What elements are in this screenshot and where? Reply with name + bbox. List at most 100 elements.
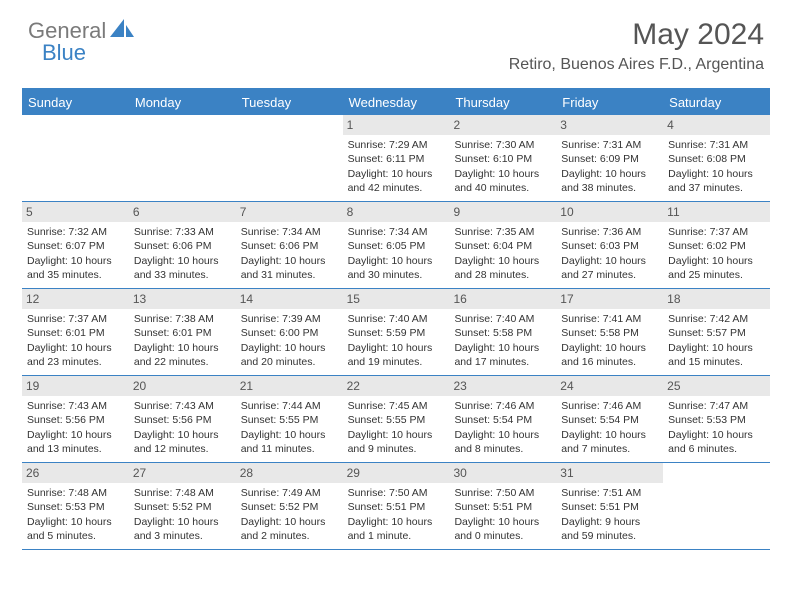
info-line-sunrise: Sunrise: 7:48 AM bbox=[27, 486, 124, 500]
weekday-header-row: SundayMondayTuesdayWednesdayThursdayFrid… bbox=[22, 90, 770, 115]
info-line-sunrise: Sunrise: 7:46 AM bbox=[454, 399, 551, 413]
info-line-sunset: Sunset: 6:10 PM bbox=[454, 152, 551, 166]
month-title: May 2024 bbox=[509, 18, 764, 52]
info-line-day2: and 25 minutes. bbox=[668, 268, 765, 282]
info-line-day1: Daylight: 10 hours bbox=[27, 254, 124, 268]
info-line-sunrise: Sunrise: 7:44 AM bbox=[241, 399, 338, 413]
day-number: 2 bbox=[449, 115, 556, 135]
info-line-sunrise: Sunrise: 7:34 AM bbox=[348, 225, 445, 239]
info-line-day1: Daylight: 10 hours bbox=[668, 167, 765, 181]
info-line-day1: Daylight: 10 hours bbox=[561, 167, 658, 181]
info-line-day1: Daylight: 10 hours bbox=[348, 254, 445, 268]
brand-logo: General Blue bbox=[28, 18, 138, 44]
info-line-sunset: Sunset: 5:53 PM bbox=[27, 500, 124, 514]
info-line-day1: Daylight: 10 hours bbox=[27, 428, 124, 442]
info-line-sunset: Sunset: 6:01 PM bbox=[134, 326, 231, 340]
weekday-header: Sunday bbox=[22, 90, 129, 115]
info-line-sunset: Sunset: 5:52 PM bbox=[134, 500, 231, 514]
info-line-sunrise: Sunrise: 7:41 AM bbox=[561, 312, 658, 326]
info-line-sunrise: Sunrise: 7:38 AM bbox=[134, 312, 231, 326]
day-number: 14 bbox=[236, 289, 343, 309]
info-line-sunrise: Sunrise: 7:46 AM bbox=[561, 399, 658, 413]
info-line-day2: and 42 minutes. bbox=[348, 181, 445, 195]
info-line-day1: Daylight: 10 hours bbox=[454, 254, 551, 268]
info-line-sunset: Sunset: 5:51 PM bbox=[561, 500, 658, 514]
info-line-sunset: Sunset: 6:03 PM bbox=[561, 239, 658, 253]
calendar-day-cell: 13Sunrise: 7:38 AMSunset: 6:01 PMDayligh… bbox=[129, 289, 236, 375]
weekday-header: Monday bbox=[129, 90, 236, 115]
location-text: Retiro, Buenos Aires F.D., Argentina bbox=[509, 56, 764, 74]
info-line-sunset: Sunset: 6:09 PM bbox=[561, 152, 658, 166]
info-line-sunrise: Sunrise: 7:32 AM bbox=[27, 225, 124, 239]
day-info: Sunrise: 7:47 AMSunset: 5:53 PMDaylight:… bbox=[668, 399, 765, 456]
calendar-day-cell: 12Sunrise: 7:37 AMSunset: 6:01 PMDayligh… bbox=[22, 289, 129, 375]
day-info: Sunrise: 7:50 AMSunset: 5:51 PMDaylight:… bbox=[348, 486, 445, 543]
info-line-sunset: Sunset: 6:05 PM bbox=[348, 239, 445, 253]
info-line-day2: and 23 minutes. bbox=[27, 355, 124, 369]
weekday-header: Friday bbox=[556, 90, 663, 115]
calendar-day-cell: 10Sunrise: 7:36 AMSunset: 6:03 PMDayligh… bbox=[556, 202, 663, 288]
day-info: Sunrise: 7:31 AMSunset: 6:08 PMDaylight:… bbox=[668, 138, 765, 195]
day-info: Sunrise: 7:37 AMSunset: 6:01 PMDaylight:… bbox=[27, 312, 124, 369]
info-line-day2: and 33 minutes. bbox=[134, 268, 231, 282]
info-line-sunset: Sunset: 5:55 PM bbox=[348, 413, 445, 427]
info-line-day1: Daylight: 10 hours bbox=[348, 428, 445, 442]
info-line-day1: Daylight: 10 hours bbox=[134, 254, 231, 268]
calendar-day-cell: 27Sunrise: 7:48 AMSunset: 5:52 PMDayligh… bbox=[129, 463, 236, 549]
day-number: 18 bbox=[663, 289, 770, 309]
day-number: 25 bbox=[663, 376, 770, 396]
info-line-day1: Daylight: 10 hours bbox=[668, 254, 765, 268]
info-line-day2: and 31 minutes. bbox=[241, 268, 338, 282]
calendar-day-cell: 20Sunrise: 7:43 AMSunset: 5:56 PMDayligh… bbox=[129, 376, 236, 462]
day-info: Sunrise: 7:31 AMSunset: 6:09 PMDaylight:… bbox=[561, 138, 658, 195]
day-info: Sunrise: 7:29 AMSunset: 6:11 PMDaylight:… bbox=[348, 138, 445, 195]
weekday-header: Thursday bbox=[449, 90, 556, 115]
day-number: 5 bbox=[22, 202, 129, 222]
logo-sail-icon bbox=[110, 19, 136, 44]
info-line-day1: Daylight: 10 hours bbox=[27, 341, 124, 355]
info-line-day1: Daylight: 10 hours bbox=[241, 428, 338, 442]
day-number: 17 bbox=[556, 289, 663, 309]
info-line-day1: Daylight: 10 hours bbox=[134, 428, 231, 442]
day-number: 4 bbox=[663, 115, 770, 135]
day-number: 23 bbox=[449, 376, 556, 396]
day-number: 21 bbox=[236, 376, 343, 396]
calendar-day-cell: 9Sunrise: 7:35 AMSunset: 6:04 PMDaylight… bbox=[449, 202, 556, 288]
calendar-day-cell: 18Sunrise: 7:42 AMSunset: 5:57 PMDayligh… bbox=[663, 289, 770, 375]
info-line-sunset: Sunset: 5:55 PM bbox=[241, 413, 338, 427]
calendar-day-cell: 19Sunrise: 7:43 AMSunset: 5:56 PMDayligh… bbox=[22, 376, 129, 462]
info-line-sunset: Sunset: 6:11 PM bbox=[348, 152, 445, 166]
day-info: Sunrise: 7:48 AMSunset: 5:52 PMDaylight:… bbox=[134, 486, 231, 543]
calendar-week-row: 19Sunrise: 7:43 AMSunset: 5:56 PMDayligh… bbox=[22, 376, 770, 463]
info-line-sunset: Sunset: 6:02 PM bbox=[668, 239, 765, 253]
info-line-day2: and 15 minutes. bbox=[668, 355, 765, 369]
info-line-sunrise: Sunrise: 7:31 AM bbox=[668, 138, 765, 152]
info-line-sunrise: Sunrise: 7:39 AM bbox=[241, 312, 338, 326]
calendar-day-cell: 4 Sunrise: 7:31 AMSunset: 6:08 PMDaylight… bbox=[663, 115, 770, 201]
info-line-sunrise: Sunrise: 7:48 AM bbox=[134, 486, 231, 500]
info-line-day2: and 27 minutes. bbox=[561, 268, 658, 282]
weeks-container: 1Sunrise: 7:29 AMSunset: 6:11 PMDaylight… bbox=[22, 115, 770, 550]
info-line-sunset: Sunset: 5:59 PM bbox=[348, 326, 445, 340]
calendar-day-cell: 28Sunrise: 7:49 AMSunset: 5:52 PMDayligh… bbox=[236, 463, 343, 549]
day-info: Sunrise: 7:34 AMSunset: 6:05 PMDaylight:… bbox=[348, 225, 445, 282]
info-line-day2: and 38 minutes. bbox=[561, 181, 658, 195]
info-line-day2: and 13 minutes. bbox=[27, 442, 124, 456]
calendar-day-cell: 7Sunrise: 7:34 AMSunset: 6:06 PMDaylight… bbox=[236, 202, 343, 288]
day-number: 8 bbox=[343, 202, 450, 222]
day-info: Sunrise: 7:43 AMSunset: 5:56 PMDaylight:… bbox=[27, 399, 124, 456]
calendar-day-cell: 21 Sunrise: 7:44 AMSunset: 5:55 PMDayligh… bbox=[236, 376, 343, 462]
info-line-day2: and 19 minutes. bbox=[348, 355, 445, 369]
calendar-day-cell: 8 Sunrise: 7:34 AMSunset: 6:05 PMDaylight… bbox=[343, 202, 450, 288]
info-line-day2: and 0 minutes. bbox=[454, 529, 551, 543]
info-line-day2: and 59 minutes. bbox=[561, 529, 658, 543]
info-line-sunset: Sunset: 5:54 PM bbox=[561, 413, 658, 427]
info-line-day2: and 3 minutes. bbox=[134, 529, 231, 543]
day-number: 29 bbox=[343, 463, 450, 483]
info-line-sunrise: Sunrise: 7:37 AM bbox=[27, 312, 124, 326]
info-line-day1: Daylight: 10 hours bbox=[454, 167, 551, 181]
info-line-day1: Daylight: 10 hours bbox=[561, 428, 658, 442]
calendar-day-cell: 23Sunrise: 7:46 AMSunset: 5:54 PMDayligh… bbox=[449, 376, 556, 462]
info-line-sunset: Sunset: 6:07 PM bbox=[27, 239, 124, 253]
info-line-sunrise: Sunrise: 7:35 AM bbox=[454, 225, 551, 239]
